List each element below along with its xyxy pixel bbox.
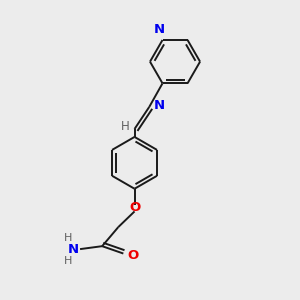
Text: N: N: [154, 99, 165, 112]
Text: O: O: [129, 201, 140, 214]
Text: H: H: [64, 256, 73, 266]
Text: N: N: [154, 23, 165, 37]
Text: N: N: [68, 243, 79, 256]
Text: H: H: [122, 119, 130, 133]
Text: O: O: [127, 248, 138, 262]
Text: H: H: [64, 232, 73, 243]
